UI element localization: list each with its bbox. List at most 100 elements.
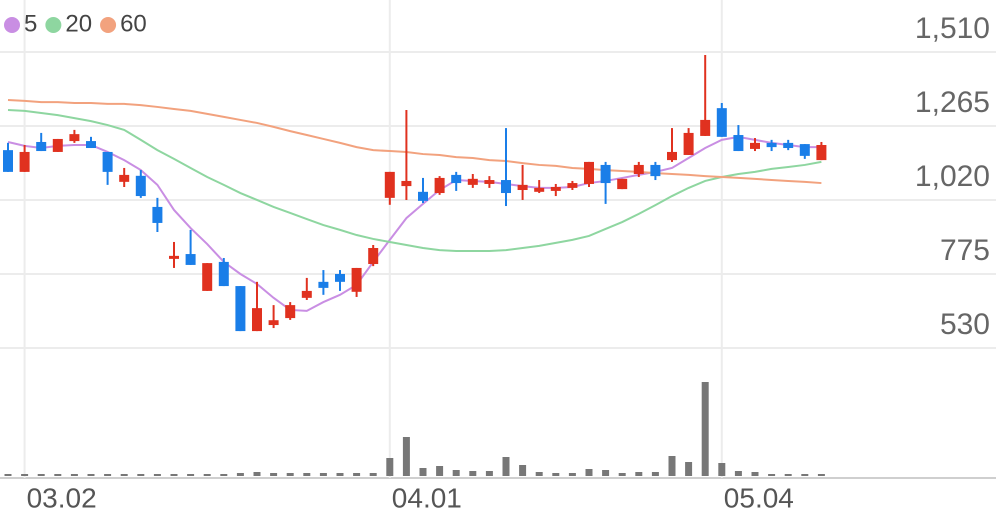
volume-bar: [87, 474, 95, 476]
volume-bar: [685, 462, 693, 476]
volume-bar: [817, 474, 825, 476]
candle-body: [152, 206, 163, 223]
x-tick-label: 05.04: [724, 482, 794, 513]
volume-bar: [485, 471, 493, 476]
volume-bar: [70, 474, 78, 476]
volume-bar: [718, 463, 726, 476]
x-tick-label: 04.01: [392, 482, 462, 513]
volume-bar: [319, 473, 327, 476]
candle-body: [301, 290, 312, 298]
y-tick-label: 1,020: [915, 160, 990, 193]
candle-body: [733, 135, 744, 152]
candle-body: [550, 186, 561, 191]
candle-body: [268, 320, 279, 326]
volume-bar: [552, 473, 560, 476]
volume-bar: [336, 473, 344, 476]
candle-body: [700, 119, 711, 136]
candle-body: [750, 142, 760, 149]
volume-bar: [253, 472, 261, 476]
ma-line: [7, 108, 822, 253]
ma-line: [7, 98, 822, 185]
volume-bar: [286, 473, 294, 476]
volume-bar: [436, 466, 444, 476]
candle-body: [617, 178, 628, 190]
y-tick-label: 775: [940, 234, 990, 267]
volume-bar: [153, 474, 161, 476]
volume-bar: [170, 474, 178, 476]
candle-body: [517, 184, 528, 191]
volume-bar: [801, 474, 809, 476]
volume-bar: [519, 465, 527, 476]
ma-line: [7, 135, 822, 312]
candle-body: [285, 305, 296, 319]
volume-bar: [635, 472, 643, 476]
volume-bar: [452, 470, 460, 476]
candle-body: [534, 187, 545, 192]
candle-body: [368, 248, 379, 265]
candle-body: [52, 138, 63, 152]
volume-bar: [21, 474, 29, 476]
candle-body: [169, 255, 179, 259]
volume-bar: [220, 474, 228, 476]
volume-bar: [419, 468, 427, 476]
candle-body: [799, 144, 810, 156]
candle-body: [667, 151, 677, 161]
legend-label: 60: [120, 10, 147, 37]
volume-bar: [502, 457, 510, 476]
candle-body: [816, 145, 827, 161]
candle-body: [235, 286, 246, 332]
volume-bar: [668, 456, 676, 476]
volume-bar: [270, 473, 278, 476]
candle-body: [135, 175, 146, 197]
candle-body: [384, 171, 395, 198]
volume-bar: [768, 474, 776, 476]
candle-body: [202, 263, 213, 291]
volume-bar: [104, 474, 112, 476]
candle-body: [3, 150, 13, 172]
volume-bar: [751, 472, 759, 476]
y-tick-label: 1,510: [915, 12, 990, 45]
candle-body: [418, 191, 428, 201]
candle-body: [567, 183, 578, 188]
candle-body: [600, 164, 611, 184]
candle-body: [19, 151, 30, 172]
volume-bar: [369, 473, 377, 476]
y-tick-label: 1,265: [915, 86, 990, 119]
volume-bar: [701, 382, 709, 476]
candle-body: [484, 180, 495, 184]
volume-bar: [585, 469, 593, 476]
candle-body: [119, 174, 130, 182]
candle-body: [434, 177, 445, 194]
candle-body: [584, 161, 594, 184]
volume-bar: [137, 474, 145, 476]
volume-bar: [203, 474, 211, 476]
candle-body: [650, 164, 661, 177]
candle-body: [185, 254, 196, 265]
candle-body: [766, 142, 777, 148]
volume-bar: [651, 472, 659, 476]
candle-body: [335, 273, 345, 282]
volume-bar: [535, 472, 543, 476]
y-tick-label: 530: [940, 308, 990, 341]
x-tick-label: 03.02: [27, 482, 97, 513]
legend-dot: [45, 17, 62, 33]
candle-body: [501, 180, 511, 194]
legend-label: 5: [24, 10, 37, 37]
candle-body: [102, 151, 113, 172]
volume-bar: [37, 474, 45, 476]
volume-bar: [54, 474, 62, 476]
volume-bar: [602, 470, 610, 476]
volume-bar: [236, 473, 244, 476]
volume-bar: [784, 474, 792, 476]
volume-bar: [386, 458, 394, 476]
volume-bar: [568, 473, 576, 476]
legend-dot: [100, 17, 117, 33]
candle-body: [36, 141, 47, 152]
candle-body: [351, 267, 362, 292]
legend-label: 20: [65, 10, 92, 37]
candle-body: [252, 308, 262, 332]
candle-body: [318, 281, 329, 288]
volume-bar: [187, 474, 195, 476]
candle-body: [451, 174, 462, 184]
